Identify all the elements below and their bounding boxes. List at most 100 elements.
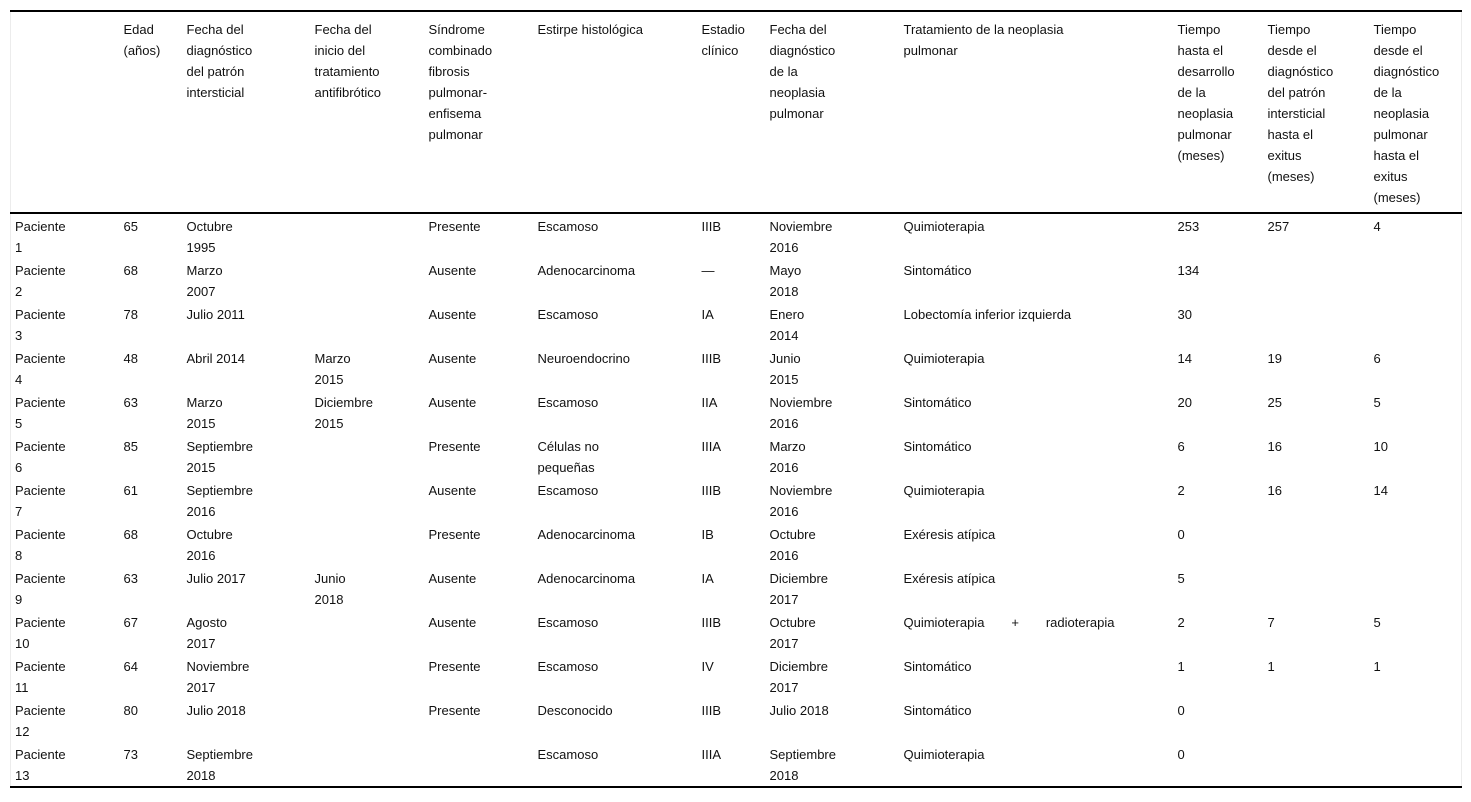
patient-label: Paciente 4	[15, 351, 66, 387]
table-cell: Sintomático	[903, 439, 972, 454]
table-row: Paciente 8 68 Octubre 2016 Presente Adenocar…	[11, 522, 1462, 566]
table-cell: 63	[123, 395, 138, 410]
table-row: Paciente 7 61 Septiembre 2016 Ausente Escamo…	[11, 478, 1462, 522]
table-cell	[314, 213, 428, 258]
table-cell: Células no pequeñas	[537, 439, 599, 475]
table-cell: 0	[1177, 703, 1185, 718]
patient-label: Paciente 10	[15, 615, 66, 651]
table-cell: Ausente	[428, 263, 477, 278]
table-cell: Noviembre 2016	[769, 219, 833, 255]
table-cell: IA	[701, 307, 714, 322]
table-cell: Ausente	[428, 307, 477, 322]
table-cell: Ausente	[428, 615, 477, 630]
table-cell: Ausente	[428, 351, 477, 366]
table-cell: Septiembre 2018	[769, 747, 836, 783]
table-cell: 1	[1373, 659, 1381, 674]
table-cell	[1267, 258, 1373, 302]
patient-label: Paciente 1	[15, 219, 66, 255]
table-cell: Ausente	[428, 483, 477, 498]
table-cell: Abril 2014	[186, 351, 246, 366]
table-cell: Noviembre 2016	[769, 483, 833, 519]
table-cell	[1373, 698, 1462, 742]
table-cell: Sintomático	[903, 703, 972, 718]
table-cell: Adenocarcinoma	[537, 527, 636, 542]
patient-label: Paciente 12	[15, 703, 66, 739]
table-cell: Escamoso	[537, 395, 599, 410]
table-cell: Mayo 2018	[769, 263, 802, 299]
table-cell: Quimioterapia + radioterapia	[903, 615, 1115, 630]
table-cell: IIIA	[701, 439, 722, 454]
table-row: Paciente 13 73 Septiembre 2018 Escamoso IIIA…	[11, 742, 1462, 787]
table-cell: Escamoso	[537, 615, 599, 630]
table-row: Paciente 12 80 Julio 2018 Presente Desconoci…	[11, 698, 1462, 742]
table-cell: 61	[123, 483, 138, 498]
table-row: Paciente 11 64 Noviembre 2017 Presente Escam…	[11, 654, 1462, 698]
table-cell: 14	[1177, 351, 1192, 366]
table-cell: 2	[1177, 483, 1185, 498]
table-cell: Marzo 2007	[186, 263, 223, 299]
table-cell: Junio 2015	[769, 351, 801, 387]
table-row: Paciente 9 63 Julio 2017 Junio 2018 Ausente A…	[11, 566, 1462, 610]
column-header: Fecha del diagnóstico de la neoplasia pu…	[769, 22, 836, 121]
table-cell	[314, 522, 428, 566]
table-cell: Sintomático	[903, 395, 972, 410]
table-cell: Sintomático	[903, 263, 972, 278]
table-cell	[314, 478, 428, 522]
table-cell: IIIB	[701, 483, 722, 498]
table-cell: 6	[1373, 351, 1381, 366]
table-cell: 253	[1177, 219, 1200, 234]
patient-label: Paciente 9	[15, 571, 66, 607]
table-row: Paciente 6 85 Septiembre 2015 Presente Célul…	[11, 434, 1462, 478]
table-cell: 5	[1373, 615, 1381, 630]
table-cell	[1267, 522, 1373, 566]
table-cell: 16	[1267, 483, 1282, 498]
table-cell: 68	[123, 527, 138, 542]
table-cell: Escamoso	[537, 307, 599, 322]
table-cell: —	[701, 263, 715, 278]
table-row: Paciente 1 65 Octubre 1995 Presente Escamoso…	[11, 213, 1462, 258]
table-cell: Quimioterapia	[903, 219, 985, 234]
table-cell: 30	[1177, 307, 1192, 322]
table-cell: Septiembre 2015	[186, 439, 253, 475]
table-cell	[1267, 566, 1373, 610]
patient-label: Paciente 5	[15, 395, 66, 431]
table-cell: Agosto 2017	[186, 615, 227, 651]
table-cell: Diciembre 2015	[314, 395, 374, 431]
table-cell: Adenocarcinoma	[537, 263, 636, 278]
table-cell: IB	[701, 527, 714, 542]
column-header: Edad (años)	[123, 22, 161, 58]
table-cell: Diciembre 2017	[769, 659, 829, 695]
table-cell	[1373, 258, 1462, 302]
table-cell: Quimioterapia	[903, 747, 985, 762]
patient-label: Paciente 6	[15, 439, 66, 475]
header-row: Edad (años) Fecha del diagnóstico del pat…	[11, 11, 1462, 213]
table-cell: Quimioterapia	[903, 351, 985, 366]
table-cell	[314, 258, 428, 302]
table-cell: Noviembre 2016	[769, 395, 833, 431]
table-cell: 1	[1177, 659, 1185, 674]
table-cell: Presente	[428, 439, 481, 454]
table-cell	[1267, 742, 1373, 787]
table-cell	[428, 742, 537, 787]
table-cell	[1373, 522, 1462, 566]
table-cell: 20	[1177, 395, 1192, 410]
table-cell: Presente	[428, 703, 481, 718]
table-cell: Quimioterapia	[903, 483, 985, 498]
table-cell: Escamoso	[537, 483, 599, 498]
table-cell: 14	[1373, 483, 1388, 498]
table-cell: 134	[1177, 263, 1200, 278]
table-cell: IA	[701, 571, 714, 586]
table-cell: Exéresis atípica	[903, 527, 996, 542]
table-cell: 63	[123, 571, 138, 586]
table-cell: Marzo 2016	[769, 439, 806, 475]
table-cell	[314, 434, 428, 478]
table-cell	[314, 610, 428, 654]
table-cell: 0	[1177, 747, 1185, 762]
table-cell: 25	[1267, 395, 1282, 410]
column-header: Tratamiento de la neoplasia pulmonar	[903, 22, 1064, 58]
table-cell	[314, 742, 428, 787]
table-cell: Noviembre 2017	[186, 659, 250, 695]
table-cell	[1373, 742, 1462, 787]
table-cell: 0	[1177, 527, 1185, 542]
